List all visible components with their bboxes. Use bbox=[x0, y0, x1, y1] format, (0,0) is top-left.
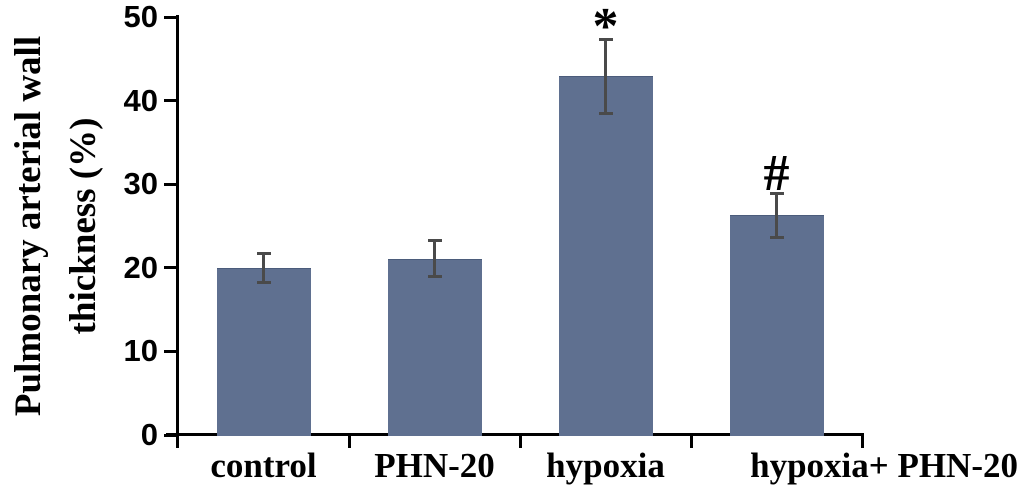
error-bar bbox=[433, 240, 436, 277]
x-category-label: PHN-20 bbox=[374, 446, 495, 485]
error-bar-cap-top bbox=[598, 37, 613, 41]
x-category-label: control bbox=[210, 446, 317, 485]
y-axis-tick bbox=[164, 99, 177, 103]
error-bar bbox=[604, 38, 607, 114]
y-axis-title-line-1: Pulmonary arterial wall bbox=[8, 35, 49, 417]
y-axis-tick bbox=[164, 266, 177, 270]
error-bar-cap-bottom bbox=[427, 274, 442, 278]
y-axis-tick-label: 0 bbox=[140, 417, 158, 452]
x-axis-tick bbox=[860, 435, 864, 448]
y-axis-tick bbox=[164, 349, 177, 353]
significance-marker: # bbox=[763, 144, 790, 202]
error-bar-cap-top bbox=[769, 191, 784, 195]
y-axis-title-line-2: thickness (%) bbox=[63, 117, 104, 335]
y-axis-tick-label: 50 bbox=[123, 0, 158, 34]
x-category-label: hypoxia bbox=[546, 446, 665, 485]
significance-marker: * bbox=[592, 0, 619, 55]
error-bar-cap-top bbox=[427, 239, 442, 243]
x-category-label: hypoxia+ PHN-20 bbox=[750, 446, 1018, 485]
y-axis-tick-label: 20 bbox=[123, 249, 158, 285]
x-axis-tick bbox=[689, 435, 693, 448]
y-axis-tick bbox=[164, 15, 177, 19]
y-axis-line bbox=[176, 15, 179, 448]
y-axis-title: Pulmonary arterial wall thickness (%) bbox=[1, 0, 113, 461]
bar-hypoxia-phn-20 bbox=[729, 215, 824, 436]
error-bar bbox=[775, 192, 778, 238]
y-axis-tick bbox=[164, 182, 177, 186]
error-bar-cap-top bbox=[256, 251, 271, 255]
error-bar bbox=[262, 252, 265, 283]
bar-hypoxia bbox=[558, 76, 653, 436]
bar-phn-20 bbox=[387, 258, 482, 436]
error-bar-cap-bottom bbox=[256, 280, 271, 284]
error-bar-cap-bottom bbox=[598, 111, 613, 115]
y-axis-tick-label: 40 bbox=[123, 82, 158, 118]
y-axis-tick-label: 10 bbox=[123, 333, 158, 369]
y-axis-tick-label: 30 bbox=[123, 166, 158, 202]
bar-control bbox=[216, 267, 311, 436]
y-axis-tick bbox=[164, 433, 177, 437]
x-axis-tick bbox=[518, 435, 522, 448]
x-axis-tick bbox=[347, 435, 351, 448]
error-bar-cap-bottom bbox=[769, 235, 784, 239]
x-axis-line bbox=[166, 433, 864, 436]
